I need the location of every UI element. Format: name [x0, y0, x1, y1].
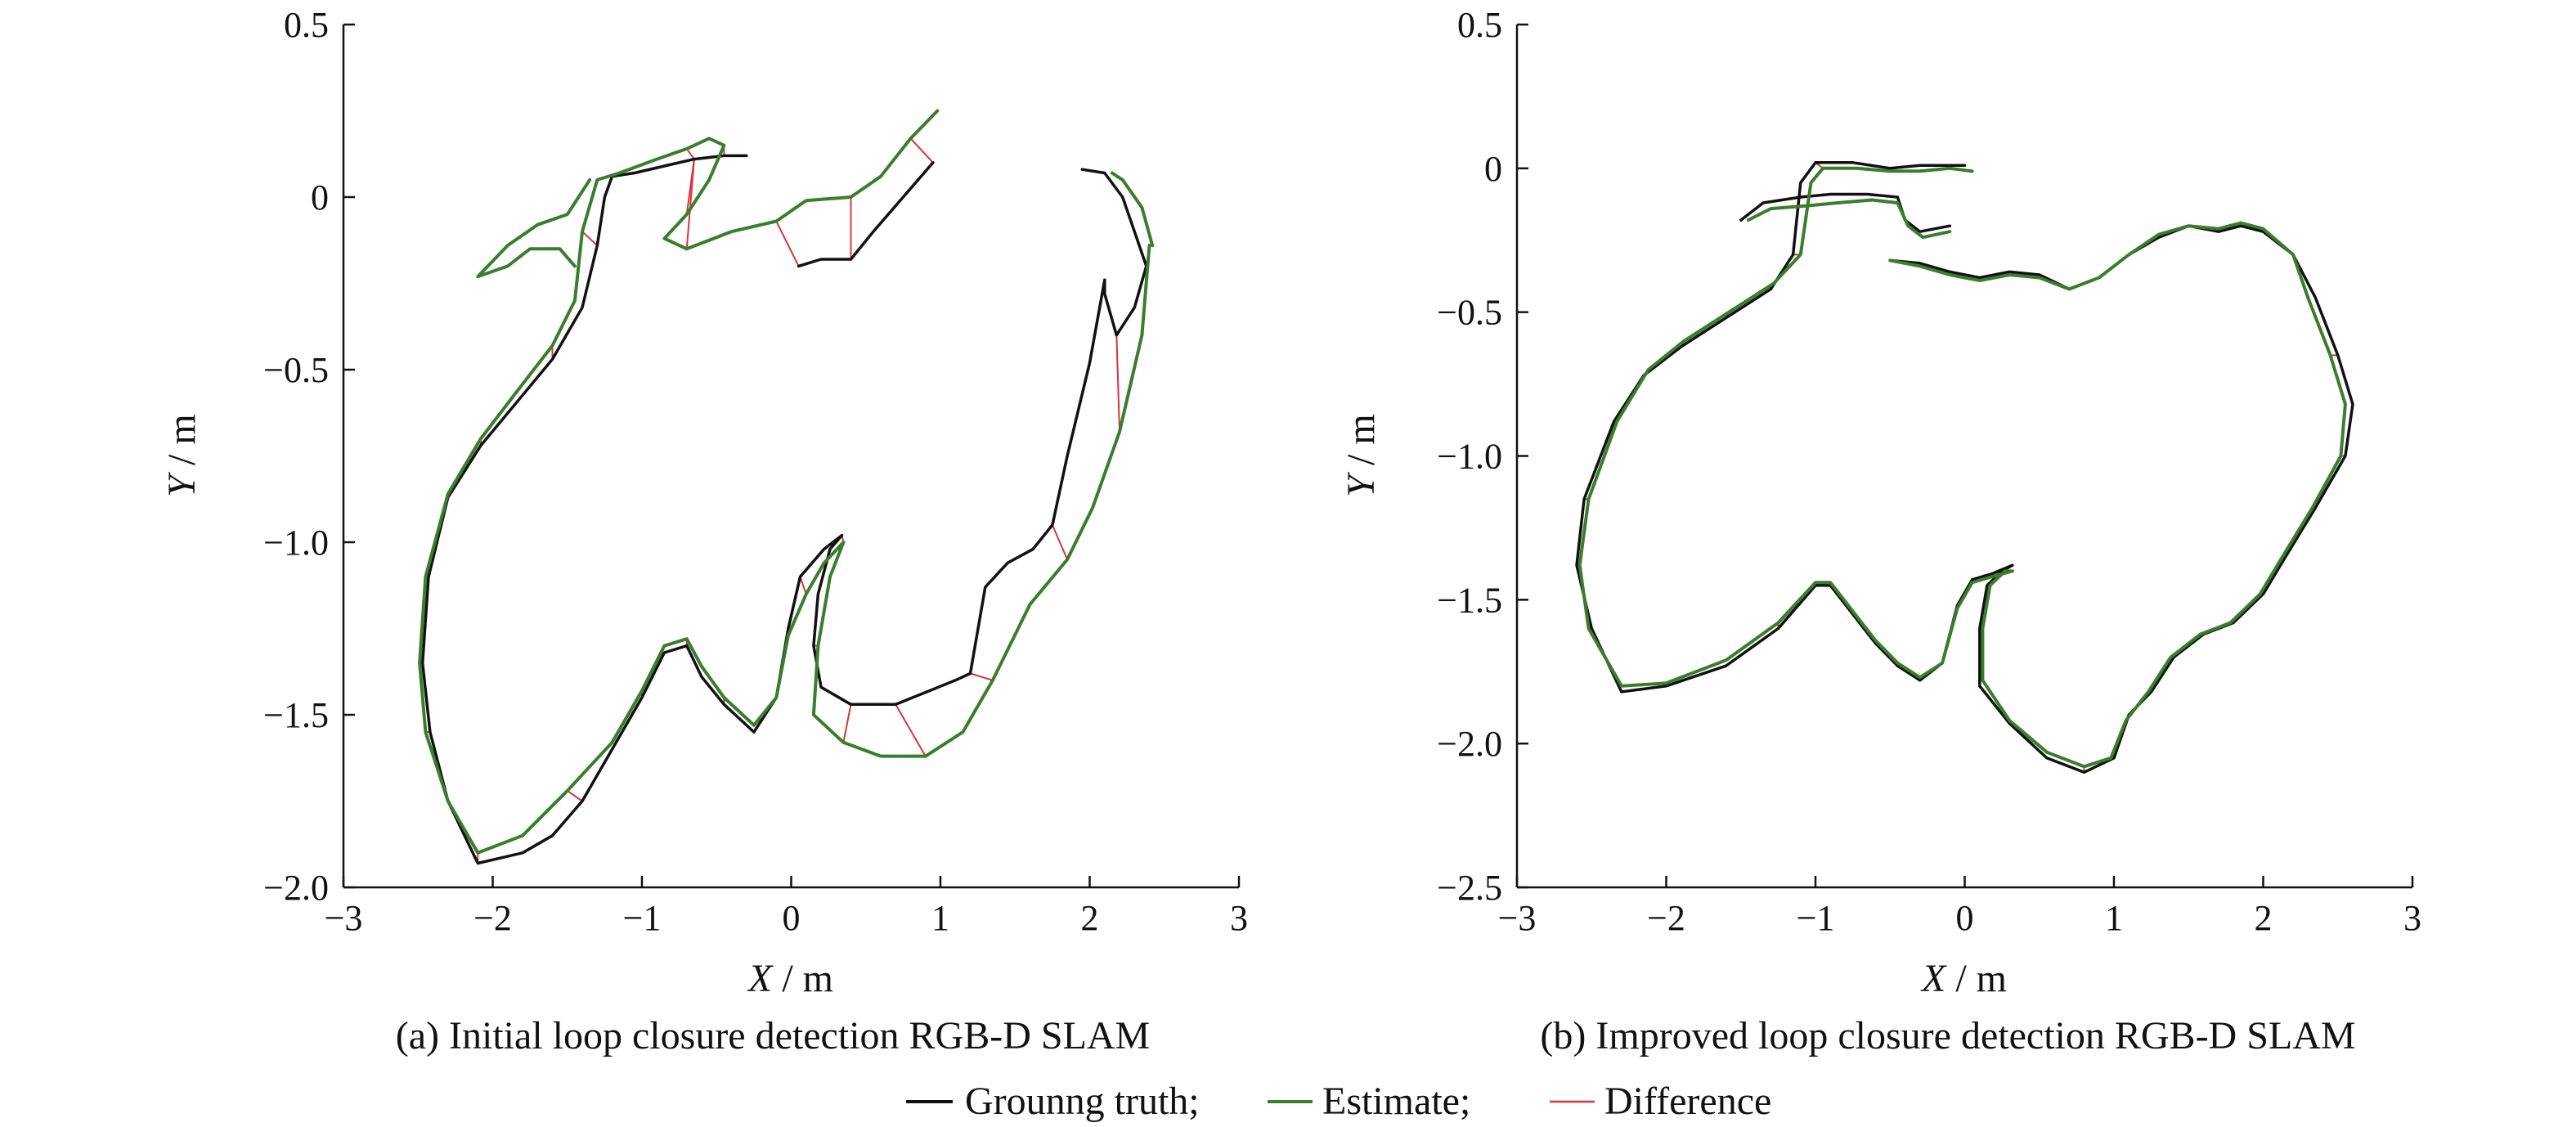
ground-truth-line	[1575, 161, 2354, 775]
y-tick-label: −1.0	[263, 523, 329, 563]
y-axis-label-b: Y / m	[1340, 414, 1383, 496]
x-axis-label-b: X / m	[1920, 957, 2007, 1000]
x-tick-label: 1	[931, 898, 949, 938]
caption-a: (a) Initial loop closure detection RGB-D…	[396, 1014, 1150, 1057]
ground-truth-line	[797, 161, 935, 268]
x-tick-label: 0	[1956, 898, 1974, 938]
estimate-line	[1110, 171, 1155, 248]
difference-line	[799, 576, 807, 595]
difference-line	[909, 137, 934, 164]
difference-line	[1115, 335, 1120, 432]
x-tick-label: −2	[473, 898, 512, 938]
difference-line	[685, 148, 695, 160]
plot-area-a	[418, 109, 1155, 865]
estimate-line	[476, 177, 592, 279]
difference-line	[581, 231, 598, 246]
y-axis-label-a: Y / m	[160, 414, 204, 496]
x-tick-label: −3	[1498, 898, 1537, 938]
chart-panel-b: −3 −2 −1 0 1 2 3 −2.5 −2.0 −1.5 −1.0 −0.5 0 0.5 X / m…	[1340, 5, 2421, 1057]
x-tick-label: 3	[2403, 898, 2421, 938]
ticks-b: −3 −2 −1 0 1 2 3 −2.5 −2.0 −1.5 −1.0 −0.5 0 0.5	[1437, 5, 2421, 938]
x-tick-label: −2	[1647, 898, 1685, 938]
difference-line	[567, 790, 583, 802]
difference-line	[842, 704, 852, 743]
x-tick-label: 3	[1230, 898, 1248, 938]
chart-panel-a: −3 −2 −1 0 1 2 3 −2.0 −1.5 −1.0 −0.5 0 0.5 X / m Y /…	[160, 5, 1248, 1057]
plot-area-b	[1575, 161, 2354, 775]
x-tick-label: 0	[783, 898, 801, 938]
estimate-line	[1577, 166, 2347, 769]
y-tick-label: −0.5	[263, 350, 329, 390]
legend-difference-label: Difference	[1604, 1080, 1771, 1123]
ground-truth-line	[1080, 168, 1148, 337]
x-tick-label: −1	[1797, 898, 1835, 938]
y-tick-label: 0.5	[1457, 5, 1502, 45]
y-tick-label: 0.5	[284, 5, 329, 45]
difference-line	[970, 672, 994, 681]
difference-line	[1051, 524, 1069, 560]
y-tick-label: −2.5	[1437, 868, 1502, 908]
y-tick-label: −1.5	[263, 695, 329, 735]
x-tick-label: 2	[1081, 898, 1099, 938]
x-axis-label-a: X / m	[747, 957, 833, 1000]
legend: Grounng truth; Estimate; Difference	[906, 1080, 1771, 1123]
x-tick-label: −1	[623, 898, 662, 938]
y-tick-label: 0	[311, 177, 329, 218]
x-tick-label: 1	[2105, 898, 2123, 938]
ground-truth-line	[1739, 192, 1952, 233]
y-tick-label: −1.0	[1437, 437, 1502, 477]
ticks-a: −3 −2 −1 0 1 2 3 −2.0 −1.5 −1.0 −0.5 0 0.5	[263, 5, 1248, 938]
ground-truth-line	[420, 154, 1106, 865]
legend-ground-truth-label: Grounng truth;	[965, 1080, 1200, 1123]
y-tick-label: −1.5	[1437, 580, 1502, 620]
y-tick-label: −0.5	[1437, 293, 1502, 333]
estimate-line	[418, 109, 1151, 855]
y-tick-label: −2.0	[263, 868, 329, 908]
y-tick-label: 0	[1484, 149, 1502, 189]
difference-line	[895, 703, 927, 757]
difference-line	[775, 221, 800, 267]
x-tick-label: −3	[325, 898, 363, 938]
caption-b: (b) Improved loop closure detection RGB-…	[1540, 1014, 2355, 1057]
estimate-line	[1746, 198, 1952, 240]
difference-line	[685, 159, 695, 249]
legend-estimate-label: Estimate;	[1322, 1080, 1470, 1123]
x-tick-label: 2	[2255, 898, 2273, 938]
y-tick-label: −2.0	[1437, 724, 1502, 764]
